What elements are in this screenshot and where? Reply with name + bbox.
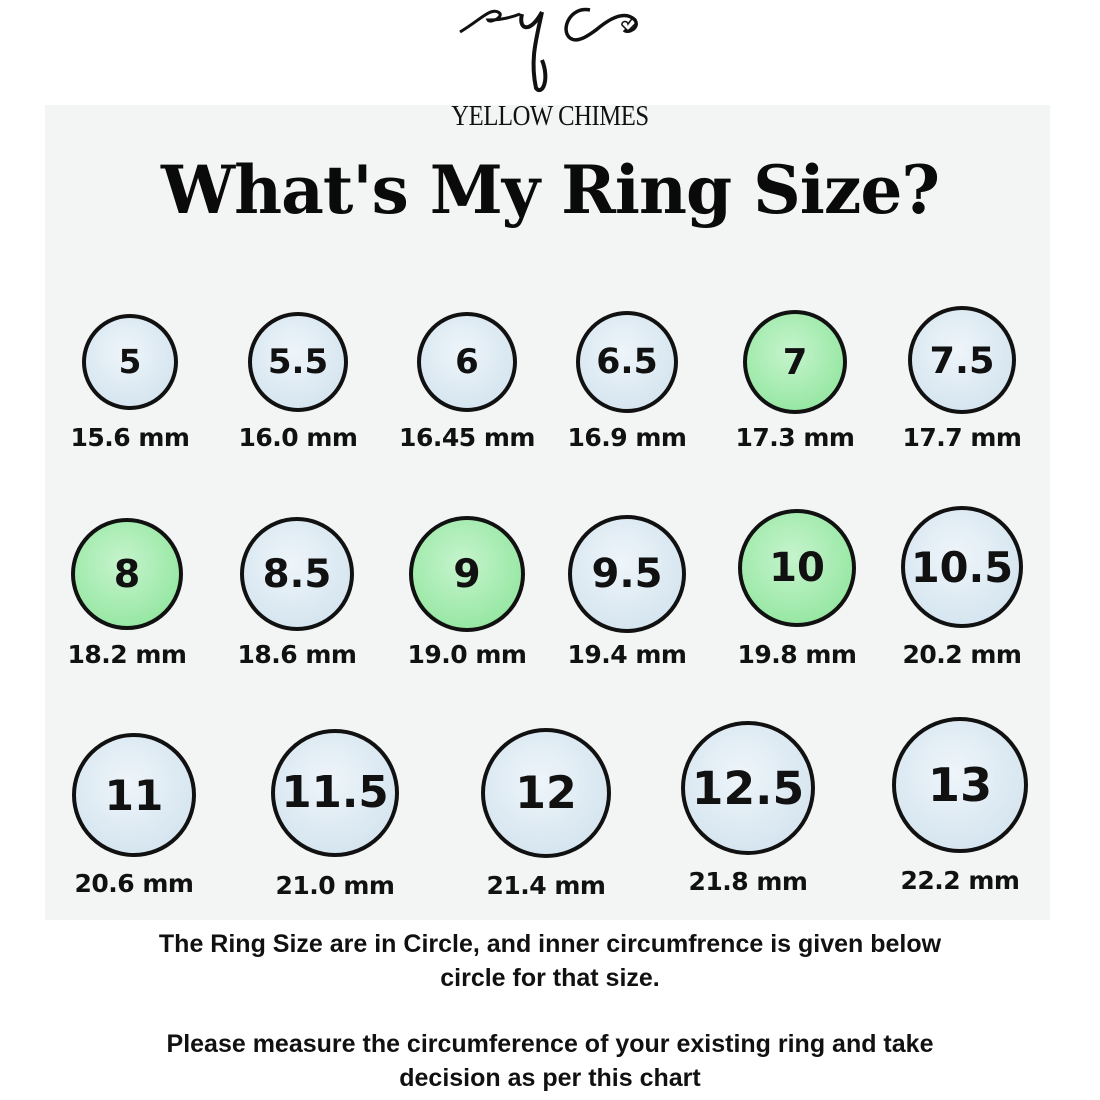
ring-circumference-label: 19.4 mm [567, 640, 688, 669]
note-line: circle for that size. [440, 964, 660, 992]
ring-circumference-label: 16.45 mm [399, 423, 535, 452]
ring-size-label: 10.5 [910, 542, 1014, 592]
ring-circumference-label: 16.0 mm [238, 423, 359, 452]
ring-size-label: 7.5 [929, 338, 995, 382]
ring-size-label: 12 [515, 767, 577, 819]
ring-circle-size: 5.5 [248, 312, 348, 412]
ring-circle-size: 9 [409, 516, 525, 632]
ring-size-label: 8.5 [262, 551, 332, 597]
ring-circumference-label: 18.6 mm [237, 640, 358, 669]
ring-circle-size: 5 [82, 314, 178, 410]
ring-circle-size: 10 [738, 509, 856, 627]
ring-circumference-label: 22.2 mm [900, 866, 1021, 895]
ring-circle-size: 7.5 [908, 306, 1016, 414]
note-line: Please measure the circumference of your… [166, 1030, 934, 1058]
ring-size-label: 7 [782, 341, 808, 383]
ring-circle-size: 10.5 [901, 506, 1023, 628]
ring-circle-size: 12.5 [681, 721, 815, 855]
note-line: decision as per this chart [399, 1064, 701, 1092]
ring-circle-size: 8 [71, 518, 183, 630]
ring-size-label: 9 [453, 551, 481, 597]
ring-size-label: 5 [118, 343, 142, 381]
ring-size-label: 6 [455, 342, 479, 382]
brand-name: YELLOW CHIMES [451, 100, 649, 132]
ring-size-label: 9.5 [591, 551, 663, 597]
ring-circumference-label: 15.6 mm [70, 423, 191, 452]
ring-circumference-label: 21.8 mm [688, 867, 809, 896]
yc-monogram-icon [459, 7, 638, 92]
ring-circle-size: 8.5 [240, 517, 354, 631]
ring-size-label: 5.5 [267, 342, 329, 382]
ring-size-label: 11 [104, 770, 164, 820]
ring-circumference-label: 20.2 mm [902, 640, 1023, 669]
ring-circumference-label: 21.4 mm [486, 871, 607, 900]
ring-circumference-label: 17.7 mm [902, 423, 1023, 452]
ring-size-label: 10 [769, 545, 825, 591]
ring-circle-size: 6 [417, 312, 517, 412]
ring-circumference-label: 19.0 mm [407, 640, 528, 669]
brand-logo: YELLOW CHIMES [400, 0, 700, 135]
ring-size-label: 12.5 [691, 761, 805, 815]
ring-circle-size: 11 [72, 733, 196, 857]
note-line: The Ring Size are in Circle, and inner c… [158, 930, 942, 958]
ring-size-label: 8 [113, 552, 141, 596]
ring-circumference-label: 19.8 mm [737, 640, 858, 669]
ring-size-label: 6.5 [596, 342, 658, 382]
ring-circle-size: 12 [481, 728, 611, 858]
ring-circle-size: 13 [892, 717, 1028, 853]
ring-circle-size: 7 [743, 310, 847, 414]
ring-circumference-label: 20.6 mm [74, 869, 195, 898]
ring-circle-size: 6.5 [576, 311, 678, 413]
ring-circumference-label: 21.0 mm [275, 871, 396, 900]
ring-circumference-label: 16.9 mm [567, 423, 688, 452]
ring-circumference-label: 18.2 mm [67, 640, 188, 669]
ring-size-label: 13 [927, 758, 993, 812]
page-title: What's My Ring Size? [161, 151, 940, 229]
ring-circle-size: 11.5 [271, 729, 399, 857]
ring-circumference-label: 17.3 mm [735, 423, 856, 452]
ring-circle-size: 9.5 [568, 515, 686, 633]
ring-size-label: 11.5 [281, 768, 389, 818]
